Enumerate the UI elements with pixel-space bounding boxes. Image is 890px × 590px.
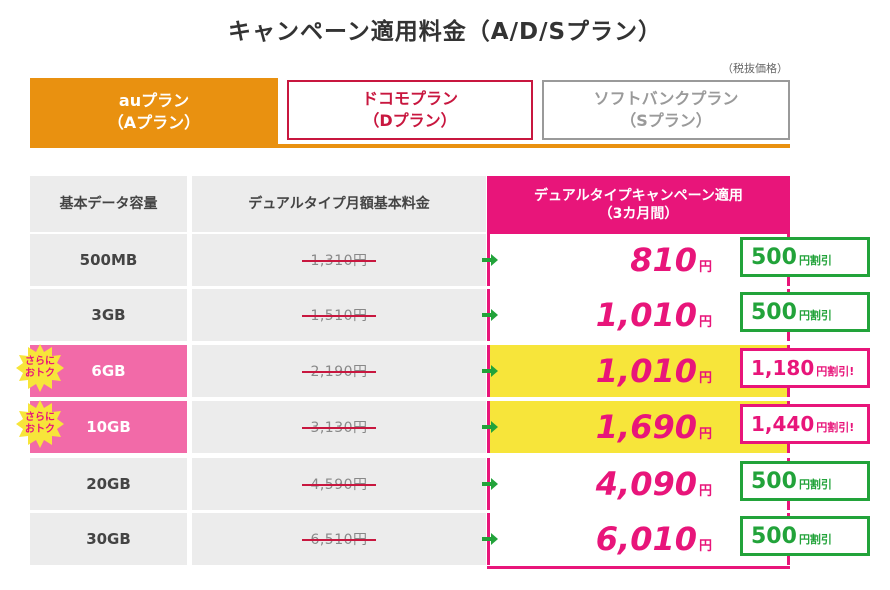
arrow-right-icon — [482, 309, 498, 321]
regular-price: 1,510円 — [302, 305, 376, 325]
header-campaign-period: （3カ月間） — [598, 206, 679, 222]
header-campaign: デュアルタイプキャンペーン適用 （3カ月間） — [487, 176, 790, 234]
regular-price: 3,130円 — [302, 417, 376, 437]
header-campaign-title: デュアルタイプキャンペーン適用 — [534, 188, 743, 204]
discount-amount: 500 — [751, 468, 797, 494]
table-row: 10GB 3,130円 1,690 円 1,440 円割引! さらに おトク — [16, 400, 870, 453]
campaign-price-value: 6,010 — [595, 520, 697, 558]
plan-tabs: auプラン （Aプラン） ドコモプラン （Dプラン） ソフトバンクプラン （Sプ… — [30, 78, 790, 148]
data-capacity: 30GB — [30, 513, 187, 565]
discount-amount: 500 — [751, 244, 797, 270]
discount-amount: 500 — [751, 299, 797, 325]
regular-price-cell: 2,190円 — [192, 345, 486, 397]
discount-badge: 1,180 円割引! — [740, 348, 870, 388]
campaign-price-value: 1,690 — [595, 408, 697, 446]
discount-badge: 1,440 円割引! — [740, 404, 870, 444]
campaign-price-cell: 1,010 円 1,180 円割引! — [487, 345, 870, 397]
table-row: 500MB 1,310円 810 円 500 円割引 — [30, 234, 870, 286]
tab-au-plan-name: auプラン — [118, 91, 190, 110]
tab-docomo-plan-name: ドコモプラン — [361, 89, 458, 108]
data-capacity: 3GB — [30, 289, 187, 341]
campaign-price-cell: 6,010 円 500 円割引 — [487, 513, 870, 565]
yen-unit: 円 — [698, 484, 712, 499]
regular-price-cell: 1,310円 — [192, 234, 486, 286]
tab-softbank-plan[interactable]: ソフトバンクプラン （Sプラン） — [542, 80, 790, 140]
bonus-badge: さらに おトク — [15, 343, 65, 393]
arrow-right-icon — [482, 254, 498, 266]
yen-unit: 円 — [698, 371, 712, 386]
regular-price-cell: 4,590円 — [192, 458, 486, 510]
regular-price: 1,310円 — [302, 250, 376, 270]
campaign-price-cell: 810 円 500 円割引 — [487, 234, 870, 286]
campaign-price: 1,690 円 — [490, 401, 712, 453]
page-title: キャンペーン適用料金（A/D/Sプラン） — [227, 19, 663, 45]
table-row: 6GB 2,190円 1,010 円 1,180 円割引! さらに おトク — [16, 344, 870, 397]
tab-softbank-plan-name: ソフトバンクプラン — [593, 89, 739, 108]
regular-price-cell: 1,510円 — [192, 289, 486, 341]
campaign-price-value: 4,090 — [595, 465, 697, 503]
discount-badge: 500 円割引 — [740, 292, 870, 332]
bonus-badge-line2: おトク — [25, 424, 55, 435]
regular-price: 6,510円 — [302, 529, 376, 549]
data-capacity: 20GB — [30, 458, 187, 510]
yen-unit: 円 — [698, 315, 712, 330]
starburst-badge-icon — [16, 400, 64, 448]
discount-label: 円割引! — [816, 365, 855, 378]
tab-softbank-plan-code: （Sプラン） — [620, 111, 712, 130]
discount-amount: 500 — [751, 523, 797, 549]
discount-label: 円割引 — [798, 478, 832, 491]
pricing-table: 基本データ容量 デュアルタイプ月額基本料金 デュアルタイプキャンペーン適用 （3… — [16, 176, 870, 570]
discount-badge: 500 円割引 — [740, 461, 870, 501]
campaign-price-value: 1,010 — [595, 352, 697, 390]
campaign-price-value: 810 — [630, 241, 697, 279]
starburst-badge-icon — [16, 344, 64, 392]
yen-unit: 円 — [698, 427, 712, 442]
campaign-price: 4,090 円 — [490, 458, 712, 510]
tab-au-plan[interactable]: auプラン （Aプラン） — [30, 78, 278, 146]
discount-label: 円割引 — [798, 533, 832, 546]
tab-docomo-plan-code: （Dプラン） — [363, 111, 457, 130]
arrow-right-icon — [482, 421, 498, 433]
yen-unit: 円 — [698, 539, 712, 554]
campaign-price: 810 円 — [490, 234, 712, 286]
campaign-price: 1,010 円 — [490, 289, 712, 341]
bonus-badge-line1: さらに — [25, 412, 55, 423]
regular-price: 2,190円 — [302, 361, 376, 381]
campaign-price-cell: 4,090 円 500 円割引 — [487, 458, 870, 510]
yen-unit: 円 — [698, 260, 712, 275]
campaign-price: 6,010 円 — [490, 513, 712, 565]
table-row: 3GB 1,510円 1,010 円 500 円割引 — [30, 289, 870, 341]
regular-price: 4,590円 — [302, 474, 376, 494]
discount-badge: 500 円割引 — [740, 237, 870, 277]
discount-badge: 500 円割引 — [740, 516, 870, 556]
bonus-badge-line1: さらに — [25, 356, 55, 367]
campaign-column-bottom-border — [487, 566, 790, 569]
arrow-right-icon — [482, 478, 498, 490]
bonus-badge: さらに おトク — [15, 399, 65, 449]
tax-note: （税抜価格） — [722, 62, 788, 75]
tab-au-plan-code: （Aプラン） — [107, 113, 201, 132]
bonus-badge-line2: おトク — [25, 368, 55, 379]
discount-label: 円割引 — [798, 309, 832, 322]
campaign-price: 1,010 円 — [490, 345, 712, 397]
campaign-price-cell: 1,010 円 500 円割引 — [487, 289, 870, 341]
tab-docomo-plan[interactable]: ドコモプラン （Dプラン） — [287, 80, 533, 140]
campaign-price-value: 1,010 — [595, 296, 697, 334]
table-row: 20GB 4,590円 4,090 円 500 円割引 — [30, 458, 870, 510]
data-capacity: 500MB — [30, 234, 187, 286]
arrow-right-icon — [482, 365, 498, 377]
campaign-price-cell: 1,690 円 1,440 円割引! — [487, 401, 870, 453]
regular-price-cell: 6,510円 — [192, 513, 486, 565]
header-data-capacity: 基本データ容量 — [30, 176, 187, 232]
header-monthly-price: デュアルタイプ月額基本料金 — [192, 176, 486, 232]
discount-amount: 1,180 — [751, 356, 815, 380]
tab-underline — [30, 144, 790, 148]
discount-label: 円割引 — [798, 254, 832, 267]
regular-price-cell: 3,130円 — [192, 401, 486, 453]
discount-amount: 1,440 — [751, 412, 815, 436]
discount-label: 円割引! — [816, 421, 855, 434]
arrow-right-icon — [482, 533, 498, 545]
table-row: 30GB 6,510円 6,010 円 500 円割引 — [30, 513, 870, 565]
